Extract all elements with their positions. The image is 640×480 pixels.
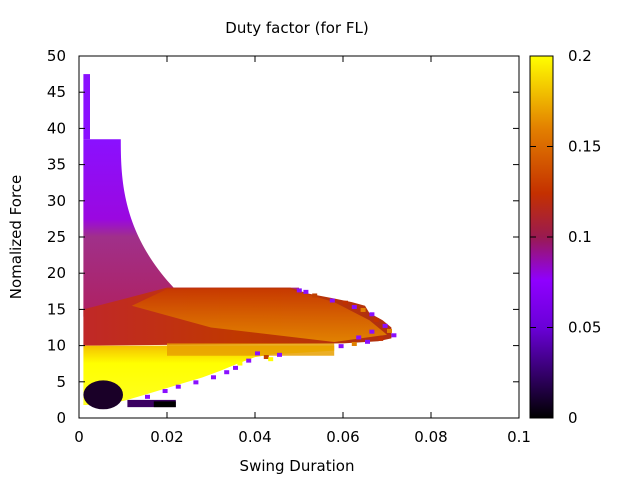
- x-tick-label: 0.02: [150, 428, 183, 446]
- y-tick-label: 50: [47, 47, 66, 65]
- colorbar-tick-label: 0.15: [568, 138, 601, 156]
- colorbar-tick-label: 0.1: [568, 228, 592, 246]
- y-axis-label: Nomalized Force: [7, 175, 25, 300]
- heat-cell: [237, 361, 243, 366]
- colorbar-tick-label: 0.2: [568, 47, 592, 65]
- heat-cell: [360, 307, 366, 312]
- heat-cell-orange-core: [131, 289, 387, 342]
- heat-cell-black-strip: [153, 401, 176, 408]
- y-tick-label: 30: [47, 192, 66, 210]
- y-tick-label: 5: [56, 373, 66, 391]
- y-tick-label: 25: [47, 228, 66, 246]
- colorbar-tick-label: 0.05: [568, 319, 601, 337]
- heat-cell: [303, 289, 309, 294]
- heat-cell: [351, 341, 357, 346]
- heatmap-area: [83, 74, 397, 410]
- heat-cell: [378, 336, 384, 341]
- y-axis: 0 5 10 15 20 25 30 35 40 45 50: [47, 47, 519, 427]
- heat-cell-yellow-region: [83, 345, 335, 405]
- heat-cell-purple-region: [83, 139, 300, 317]
- heat-cell: [175, 384, 181, 389]
- heat-cell: [343, 300, 348, 305]
- heat-cell: [145, 394, 150, 399]
- heat-cell: [382, 323, 388, 328]
- heat-cell: [329, 298, 335, 303]
- x-axis: 0 0.02 0.04 0.06 0.08 0.1: [74, 56, 531, 446]
- x-tick-label: 0: [74, 428, 84, 446]
- heat-cell: [246, 358, 252, 363]
- heat-cell: [369, 329, 375, 334]
- heat-cell: [369, 312, 375, 317]
- colorbar-axis: 0 0.05 0.1 0.15 0.2: [530, 47, 601, 427]
- x-axis-label: Swing Duration: [240, 457, 355, 475]
- y-tick-label: 20: [47, 264, 66, 282]
- colorbar-tick-label: 0: [568, 409, 578, 427]
- heat-cell: [233, 365, 238, 370]
- heat-cell: [338, 344, 344, 349]
- heat-cell: [224, 370, 230, 375]
- x-tick-label: 0.1: [507, 428, 531, 446]
- x-tick-label: 0.08: [414, 428, 447, 446]
- heat-cell: [351, 305, 357, 310]
- heat-cell: [373, 318, 379, 323]
- chart-title: Duty factor (for FL): [225, 19, 368, 37]
- heat-cell: [162, 389, 168, 394]
- heat-cell: [387, 328, 392, 333]
- heat-cell: [255, 351, 260, 356]
- y-tick-label: 15: [47, 300, 66, 318]
- heat-cell-dark-cluster: [83, 380, 123, 410]
- heat-cell: [211, 375, 216, 380]
- heat-cell: [356, 335, 362, 340]
- heat-cell-dark-strip: [127, 399, 176, 408]
- heat-cell: [312, 293, 318, 298]
- heat-cell-orange-strip: [167, 343, 335, 356]
- y-tick-label: 35: [47, 156, 66, 174]
- y-tick-label: 10: [47, 337, 66, 355]
- heat-cell: [277, 352, 282, 357]
- heat-cell: [268, 357, 274, 362]
- heat-cell: [391, 333, 397, 338]
- y-tick-label: 40: [47, 119, 66, 137]
- x-tick-label: 0.06: [326, 428, 359, 446]
- heat-cell: [263, 355, 269, 360]
- y-tick-label: 0: [56, 409, 66, 427]
- heat-cell-top-strip: [83, 74, 90, 140]
- heat-cell: [296, 288, 302, 293]
- heat-cell: [365, 339, 370, 344]
- x-tick-label: 0.04: [238, 428, 271, 446]
- heat-cell: [193, 380, 199, 385]
- y-tick-label: 45: [47, 83, 66, 101]
